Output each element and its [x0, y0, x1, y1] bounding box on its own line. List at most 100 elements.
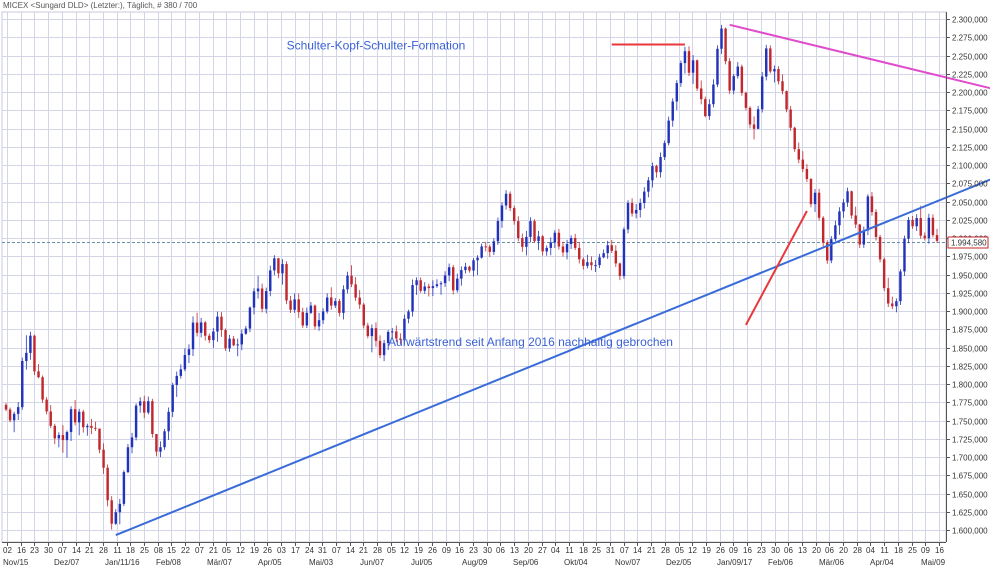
candle-body [179, 369, 183, 376]
candle-body [403, 318, 406, 340]
candle-body [147, 401, 150, 413]
break-arrow [745, 210, 808, 326]
candle-body [659, 157, 662, 173]
x-day-label: 19 [250, 546, 259, 555]
candle-body [228, 338, 231, 349]
candle-body [667, 120, 670, 144]
y-tick-label: 1.700,000 [952, 454, 988, 463]
candle-body [862, 230, 866, 245]
candle-body [691, 60, 695, 73]
candle-body [521, 238, 524, 247]
x-day-label: 16 [455, 546, 464, 555]
candle-body [293, 299, 296, 310]
candle-body [830, 239, 833, 261]
candle-body [49, 411, 52, 426]
y-tick-label: 1.950,000 [952, 272, 988, 281]
candle-body [297, 299, 300, 313]
candle-body [512, 208, 516, 222]
x-day-label: 21 [359, 546, 368, 555]
x-month-label: Nov/07 [615, 558, 641, 567]
x-day-label: 07 [58, 546, 67, 555]
x-day-label: 25 [592, 546, 601, 555]
candle-body [541, 236, 544, 252]
candle-body [25, 352, 28, 362]
candle-body [638, 203, 642, 210]
candle-body [313, 305, 317, 327]
candle-body [195, 322, 199, 333]
candle-body [622, 229, 626, 277]
candle-body [756, 109, 760, 129]
x-month-label: Mär/07 [207, 558, 232, 567]
candle-body [309, 305, 313, 313]
candle-body [138, 401, 142, 406]
candle-body [578, 247, 581, 260]
candle-body [569, 238, 573, 244]
x-day-label: 14 [633, 546, 642, 555]
candle-body [866, 196, 870, 231]
candle-body [16, 407, 20, 414]
candle-body [927, 217, 931, 239]
x-month-label: Mai/09 [921, 558, 946, 567]
candle-body [675, 83, 679, 102]
x-month-label: Feb/06 [768, 558, 793, 567]
resistance-line [729, 23, 990, 90]
x-day-label: 06 [784, 546, 793, 555]
last-price-box [947, 236, 989, 249]
candle-body [537, 236, 540, 242]
candle-body [212, 331, 215, 341]
candle-body [69, 409, 73, 433]
y-tick-label: 1.600,000 [952, 527, 988, 536]
candle-body [789, 109, 792, 128]
candle-body [801, 159, 805, 169]
annotations: Schulter-Kopf-Schulter-Formation Aufwärts… [287, 39, 673, 349]
candle-body [41, 377, 44, 400]
candle-body [736, 66, 740, 77]
candle-body [517, 221, 520, 239]
candle-body [334, 301, 337, 306]
x-day-label: 09 [729, 546, 738, 555]
candle-body [671, 101, 674, 121]
candle-body [37, 371, 40, 378]
candle-body [126, 447, 130, 473]
candle-body [305, 312, 309, 326]
x-day-label: 12 [236, 546, 245, 555]
x-day-label: 27 [538, 546, 547, 555]
candle-body [508, 193, 512, 209]
candle-body [216, 316, 219, 332]
x-day-label: 11 [565, 546, 574, 555]
candle-body [130, 437, 134, 448]
candle-body [809, 179, 813, 205]
candle-body [854, 215, 857, 225]
candle-body [73, 409, 77, 423]
candle-body [203, 322, 207, 336]
candle-body [171, 384, 174, 412]
x-month-label: Dez/05 [666, 558, 692, 567]
candle-body [435, 284, 439, 287]
candle-body [557, 232, 561, 247]
candle-body [395, 331, 398, 339]
candle-body [565, 243, 569, 253]
candle-body [191, 322, 195, 350]
candle-body [919, 218, 922, 236]
candle-body [175, 375, 178, 385]
candle-body [492, 241, 496, 252]
candle-body [240, 333, 244, 345]
candle-body [8, 409, 12, 421]
candle-body [407, 311, 410, 319]
x-day-label: 25 [908, 546, 917, 555]
x-day-label: 30 [483, 546, 492, 555]
candle-body [220, 316, 223, 331]
candle-body [464, 266, 467, 271]
y-tick-label: 2.100,000 [952, 162, 988, 171]
y-tick-label: 2.200,000 [952, 89, 988, 98]
candle-body [834, 225, 837, 240]
x-day-label: 05 [387, 546, 396, 555]
candle-body [61, 435, 65, 441]
x-day-label: 06 [496, 546, 505, 555]
candle-body [773, 69, 776, 72]
candle-body [496, 221, 500, 242]
candle-body [704, 99, 707, 117]
candle-body [269, 270, 272, 292]
candle-body [626, 202, 630, 230]
y-tick-label: 1.650,000 [952, 491, 988, 500]
